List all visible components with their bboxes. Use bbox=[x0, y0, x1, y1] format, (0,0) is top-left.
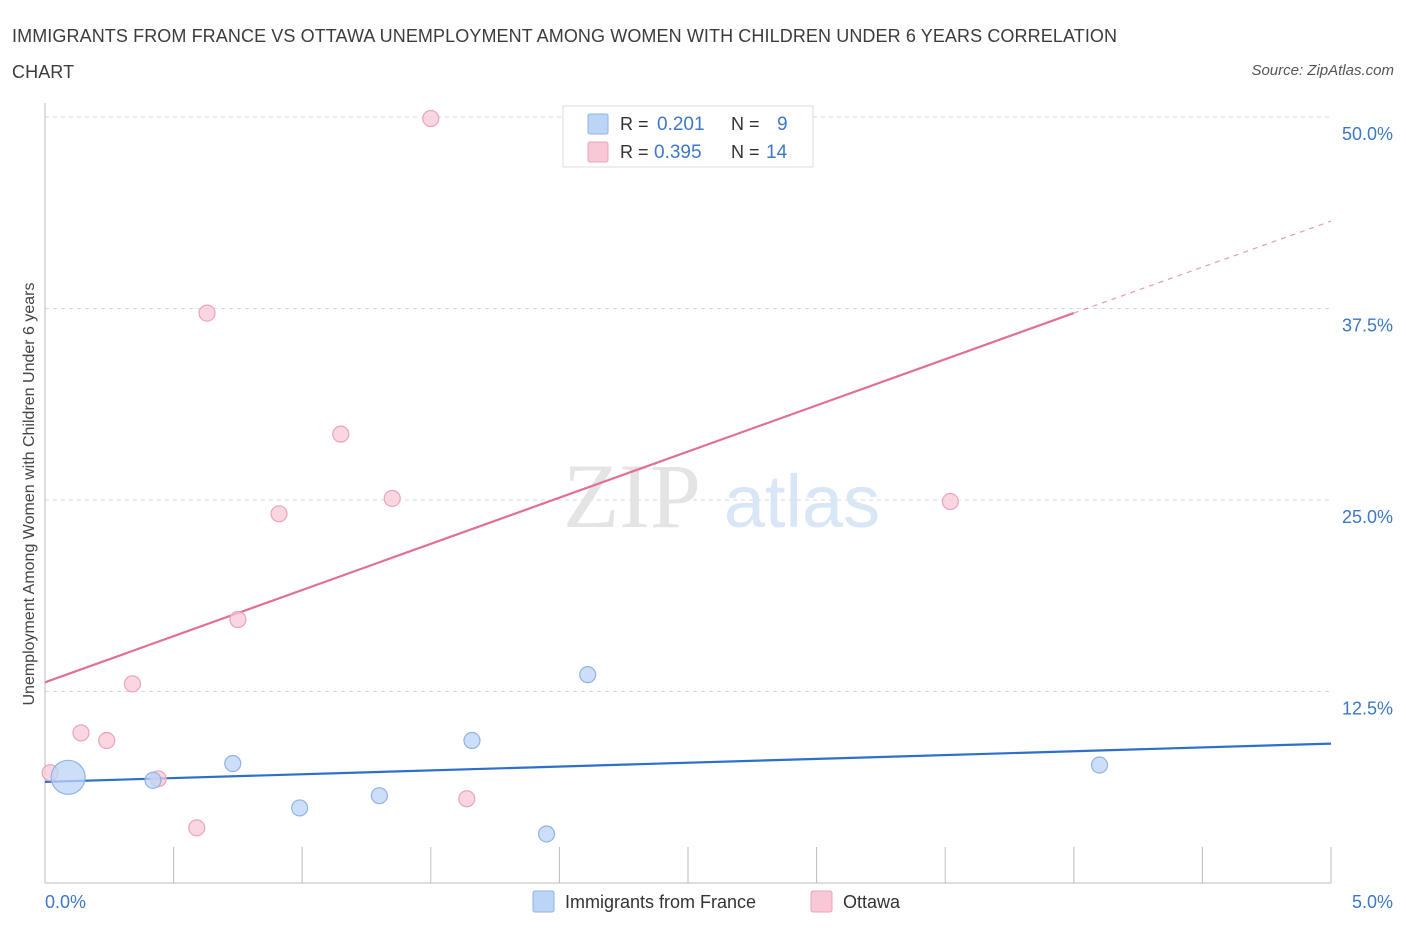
point-blue-1 bbox=[144, 771, 162, 789]
stats-swatch-pink bbox=[587, 141, 609, 163]
point-pink-9 bbox=[332, 425, 350, 443]
point-blue-8 bbox=[1090, 756, 1109, 774]
point-blue-6 bbox=[537, 825, 556, 843]
label-layer: 12.5% 25.0% 37.5% 50.0% 0.0% 5.0% bbox=[45, 124, 1393, 912]
stats-r-value-pink: 0.395 bbox=[654, 142, 702, 163]
y-tick-label-3: 50.0% bbox=[1342, 124, 1393, 144]
legend-label-pink: Ottawa bbox=[843, 892, 901, 912]
legend-swatch-blue bbox=[532, 890, 555, 913]
legend-swatch-pink bbox=[810, 890, 833, 913]
point-blue-2 bbox=[224, 754, 242, 773]
point-pink-13 bbox=[941, 492, 959, 511]
source-label: Source: ZipAtlas.com bbox=[1251, 62, 1394, 79]
trend-extension-pink bbox=[1073, 220, 1332, 314]
stats-box: R = 0.201 N = 9 R = 0.395 N = 14 bbox=[562, 105, 814, 168]
x-tick-label-0: 0.0% bbox=[45, 892, 86, 912]
y-axis-label: Unemployment Among Women with Children U… bbox=[21, 282, 38, 705]
watermark-zip: ZIP bbox=[563, 445, 701, 547]
point-pink-7 bbox=[229, 610, 247, 629]
point-blue-5 bbox=[463, 731, 481, 750]
stats-r-value-blue: 0.201 bbox=[657, 114, 705, 135]
trend-line-blue bbox=[44, 742, 1332, 783]
trend-layer bbox=[44, 220, 1332, 783]
legend: Immigrants from France Ottawa bbox=[532, 890, 901, 913]
point-pink-11 bbox=[422, 109, 440, 128]
point-blue-4 bbox=[370, 787, 388, 805]
grid-layer bbox=[45, 116, 1331, 692]
point-pink-12 bbox=[458, 790, 476, 808]
point-pink-3 bbox=[123, 675, 142, 693]
point-pink-1 bbox=[72, 724, 90, 742]
point-blue-3 bbox=[291, 799, 309, 817]
point-blue-7 bbox=[579, 666, 597, 684]
trend-line-pink bbox=[44, 312, 1075, 684]
legend-label-blue: Immigrants from France bbox=[565, 892, 756, 912]
point-pink-5 bbox=[188, 819, 206, 837]
point-pink-10 bbox=[383, 489, 401, 508]
x-tick-label-1: 5.0% bbox=[1352, 892, 1393, 912]
point-pink-6 bbox=[198, 304, 216, 322]
point-blue-0 bbox=[50, 759, 86, 795]
point-pink-8 bbox=[270, 505, 288, 523]
stats-n-value-blue: 9 bbox=[777, 114, 788, 135]
axis-layer bbox=[44, 103, 1332, 884]
stats-n-value-pink: 14 bbox=[766, 142, 788, 163]
y-tick-label-1: 25.0% bbox=[1342, 507, 1393, 527]
point-layer bbox=[41, 109, 1109, 843]
stats-r-label-pink: R = bbox=[620, 142, 649, 162]
y-tick-label-2: 37.5% bbox=[1342, 316, 1393, 336]
stats-n-label-blue: N = bbox=[731, 114, 760, 134]
chart-title: IMMIGRANTS FROM FRANCE VS OTTAWA UNEMPLO… bbox=[12, 26, 1118, 82]
y-tick-label-0: 12.5% bbox=[1342, 699, 1393, 719]
stats-swatch-blue bbox=[587, 113, 609, 135]
watermark-atlas: atlas bbox=[724, 460, 880, 543]
stats-n-label-pink: N = bbox=[731, 142, 760, 162]
point-pink-2 bbox=[98, 731, 116, 750]
watermark: ZIP atlas bbox=[563, 445, 880, 547]
stats-r-label-blue: R = bbox=[620, 114, 649, 134]
